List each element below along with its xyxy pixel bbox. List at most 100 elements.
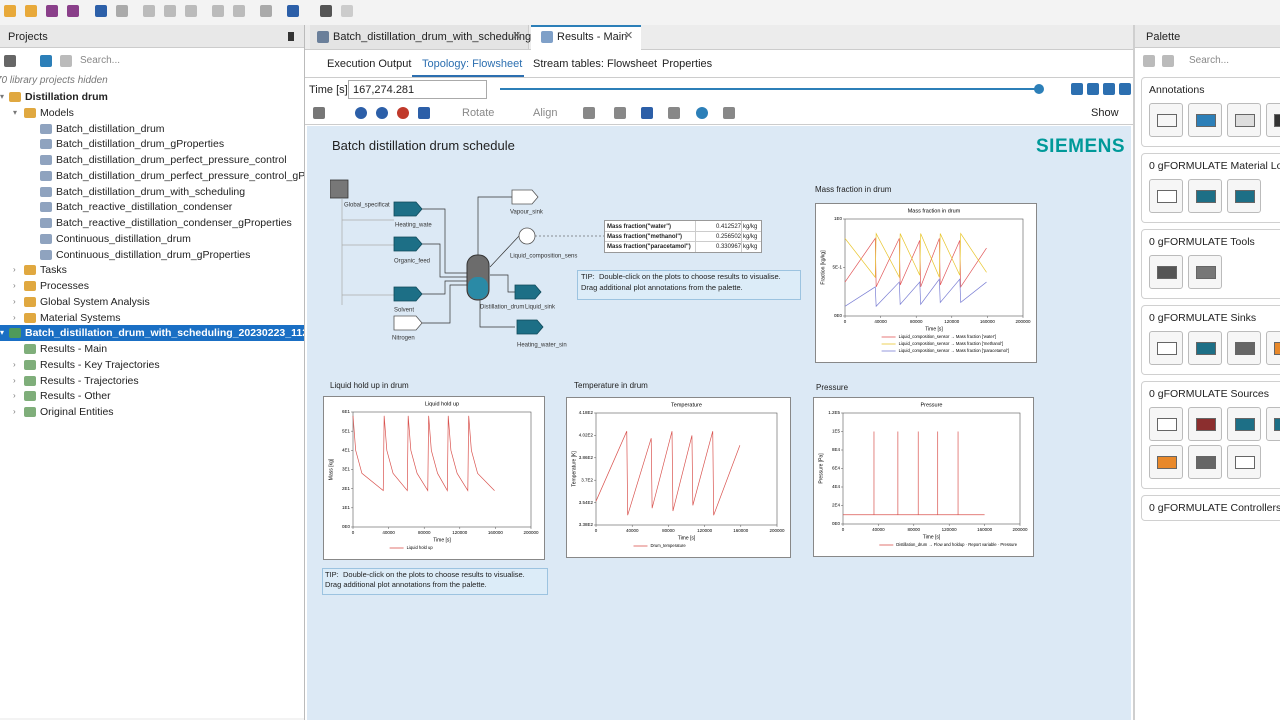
palette-item[interactable] [1149, 407, 1183, 441]
palette-item[interactable] [1188, 331, 1222, 365]
new-button[interactable] [4, 5, 16, 17]
sink-block[interactable] [514, 284, 542, 300]
tree-item[interactable]: Processes [40, 280, 90, 292]
subtab[interactable]: Execution Output [327, 58, 412, 70]
palette-section-title[interactable]: 0 gFORMULATE Tools [1149, 236, 1255, 248]
rewind-button[interactable] [1071, 83, 1083, 95]
cut-button[interactable] [143, 5, 155, 17]
spec-icon[interactable] [330, 179, 349, 199]
folder-button[interactable] [116, 5, 128, 17]
save-all-button[interactable] [67, 5, 79, 17]
filter-button[interactable] [60, 55, 72, 67]
tree-item[interactable]: Distillation drum [25, 91, 108, 103]
palette-item[interactable] [1227, 445, 1261, 479]
palette-section-title[interactable]: 0 gFORMULATE Sources [1149, 388, 1270, 400]
copy-button[interactable] [164, 5, 176, 17]
palette-item[interactable] [1227, 331, 1261, 365]
source-block[interactable] [393, 315, 423, 331]
tree-item[interactable]: Batch_distillation_drum [56, 122, 165, 135]
palette-item[interactable] [1188, 407, 1222, 441]
time-value[interactable]: 167,274.281 [353, 84, 415, 96]
subtab-active[interactable]: Topology: Flowsheet [422, 58, 523, 70]
tree-item[interactable]: Batch_reactive_distillation_condenser_gP… [56, 217, 292, 229]
user-button[interactable] [341, 5, 353, 17]
show-button[interactable]: Show [1091, 107, 1119, 119]
tree-arrow[interactable]: ▾ [13, 107, 18, 117]
tree-arrow[interactable]: › [13, 375, 16, 385]
connect-button[interactable] [583, 107, 595, 119]
rotate-button[interactable]: Rotate [462, 107, 495, 119]
tree-arrow[interactable]: › [13, 391, 16, 401]
tree-item[interactable]: Results - Main [40, 343, 108, 355]
tree-arrow[interactable]: › [13, 265, 16, 275]
sensor[interactable] [518, 227, 536, 245]
tree-arrow[interactable]: › [13, 296, 16, 306]
palette-item[interactable] [1149, 331, 1183, 365]
projects-title[interactable]: Projects [8, 31, 48, 43]
end-button[interactable] [1119, 83, 1131, 95]
tree-arrow[interactable]: › [13, 359, 16, 369]
tab-close[interactable]: ✕ [624, 30, 634, 42]
palette-item[interactable] [1149, 103, 1183, 137]
palette-item[interactable] [1227, 179, 1261, 213]
plot[interactable]: Mass fraction in drum 0 40000 80000 120000 16… [815, 203, 1037, 363]
palette-section-title[interactable]: Annotations [1149, 84, 1205, 96]
tree-item[interactable]: Continuous_distillation_drum_gProperties [56, 248, 251, 261]
tree-item[interactable]: Batch_reactive_distillation_condenser [56, 201, 233, 214]
globe-button[interactable] [696, 107, 708, 119]
properties-button[interactable] [95, 5, 107, 17]
palette-item[interactable] [1149, 445, 1183, 479]
time-input[interactable] [348, 80, 487, 99]
subtab[interactable]: Stream tables: Flowsheet [533, 58, 658, 70]
find-button[interactable] [260, 5, 272, 17]
tree-item[interactable]: Models [40, 106, 74, 119]
stop-button[interactable] [1087, 83, 1099, 95]
palette-item[interactable] [1188, 445, 1222, 479]
tab-label[interactable]: Results - Main [557, 31, 628, 43]
stop-tool[interactable] [614, 107, 626, 119]
fit-button[interactable] [418, 107, 430, 119]
tree-item[interactable]: Original Entities [40, 406, 114, 418]
tree-item[interactable]: Global System Analysis [40, 295, 150, 308]
palette-search[interactable]: Search... [1189, 55, 1230, 66]
source-block[interactable] [393, 286, 423, 302]
slider-thumb[interactable] [1034, 84, 1044, 94]
palette-item[interactable] [1266, 103, 1280, 137]
tree-arrow[interactable]: ▾ [0, 92, 5, 101]
tab-label[interactable]: Batch_distillation_drum_with_scheduling [333, 31, 532, 43]
tree-arrow[interactable]: › [13, 312, 16, 322]
projects-search[interactable]: Search... [80, 55, 121, 66]
tree-item[interactable]: Batch_distillation_drum_perfect_pressure… [56, 169, 321, 182]
tree-item[interactable]: Batch_distillation_drum_gProperties [56, 138, 225, 151]
plot[interactable]: Temperature 0 40000 80000 120000 160000 200000… [566, 397, 791, 558]
palette-item[interactable] [1227, 407, 1261, 441]
source-block[interactable] [393, 201, 423, 217]
stop-button[interactable] [320, 5, 332, 17]
tree-item[interactable]: Material Systems [40, 311, 121, 324]
tab[interactable] [310, 25, 529, 49]
expand-button[interactable] [1143, 55, 1155, 67]
collapse-button[interactable] [4, 55, 16, 67]
sink-block[interactable] [511, 189, 539, 205]
tree-item[interactable]: Results - Trajectories [40, 374, 139, 387]
play-button[interactable] [1103, 83, 1115, 95]
save-button[interactable] [46, 5, 58, 17]
collapse-button[interactable] [1162, 55, 1174, 67]
palette-section-title[interactable]: 0 gFORMULATE Material Lot C [1149, 160, 1280, 172]
open-button[interactable] [25, 5, 37, 17]
zoom-out-button[interactable] [376, 107, 388, 119]
tree-item[interactable]: Batch_distillation_drum_perfect_pressure… [56, 154, 287, 166]
palette-item[interactable] [1227, 103, 1261, 137]
source-block[interactable] [393, 236, 423, 252]
tool-button[interactable] [313, 107, 325, 119]
paste-button[interactable] [185, 5, 197, 17]
pin-button[interactable] [288, 32, 294, 41]
align-button[interactable]: Align [533, 107, 558, 119]
window-button[interactable] [668, 107, 680, 119]
redo-button[interactable] [233, 5, 245, 17]
export-button[interactable] [723, 107, 735, 119]
palette-item[interactable] [1266, 407, 1280, 441]
tree-item[interactable]: Results - Key Trajectories [40, 358, 160, 371]
time-slider[interactable] [500, 88, 1040, 90]
palette-section-title[interactable]: 0 gFORMULATE Sinks [1149, 312, 1257, 324]
